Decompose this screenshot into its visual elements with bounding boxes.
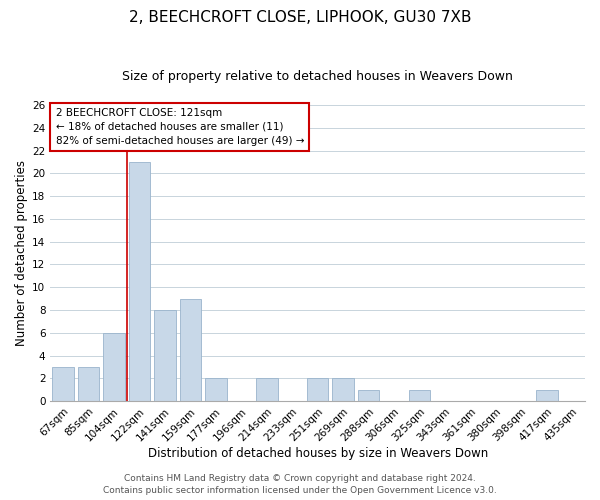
Bar: [358, 390, 379, 401]
Bar: [128, 162, 150, 401]
Title: Size of property relative to detached houses in Weavers Down: Size of property relative to detached ho…: [122, 70, 513, 83]
Bar: [154, 310, 176, 401]
Bar: [103, 333, 125, 401]
Bar: [179, 298, 201, 401]
Text: 2, BEECHCROFT CLOSE, LIPHOOK, GU30 7XB: 2, BEECHCROFT CLOSE, LIPHOOK, GU30 7XB: [129, 10, 471, 25]
Y-axis label: Number of detached properties: Number of detached properties: [15, 160, 28, 346]
Bar: [307, 378, 328, 401]
Text: 2 BEECHCROFT CLOSE: 121sqm
← 18% of detached houses are smaller (11)
82% of semi: 2 BEECHCROFT CLOSE: 121sqm ← 18% of deta…: [56, 108, 304, 146]
Bar: [77, 367, 99, 401]
Text: Contains HM Land Registry data © Crown copyright and database right 2024.
Contai: Contains HM Land Registry data © Crown c…: [103, 474, 497, 495]
Bar: [409, 390, 430, 401]
X-axis label: Distribution of detached houses by size in Weavers Down: Distribution of detached houses by size …: [148, 447, 488, 460]
Bar: [332, 378, 354, 401]
Bar: [52, 367, 74, 401]
Bar: [205, 378, 227, 401]
Bar: [536, 390, 557, 401]
Bar: [256, 378, 278, 401]
